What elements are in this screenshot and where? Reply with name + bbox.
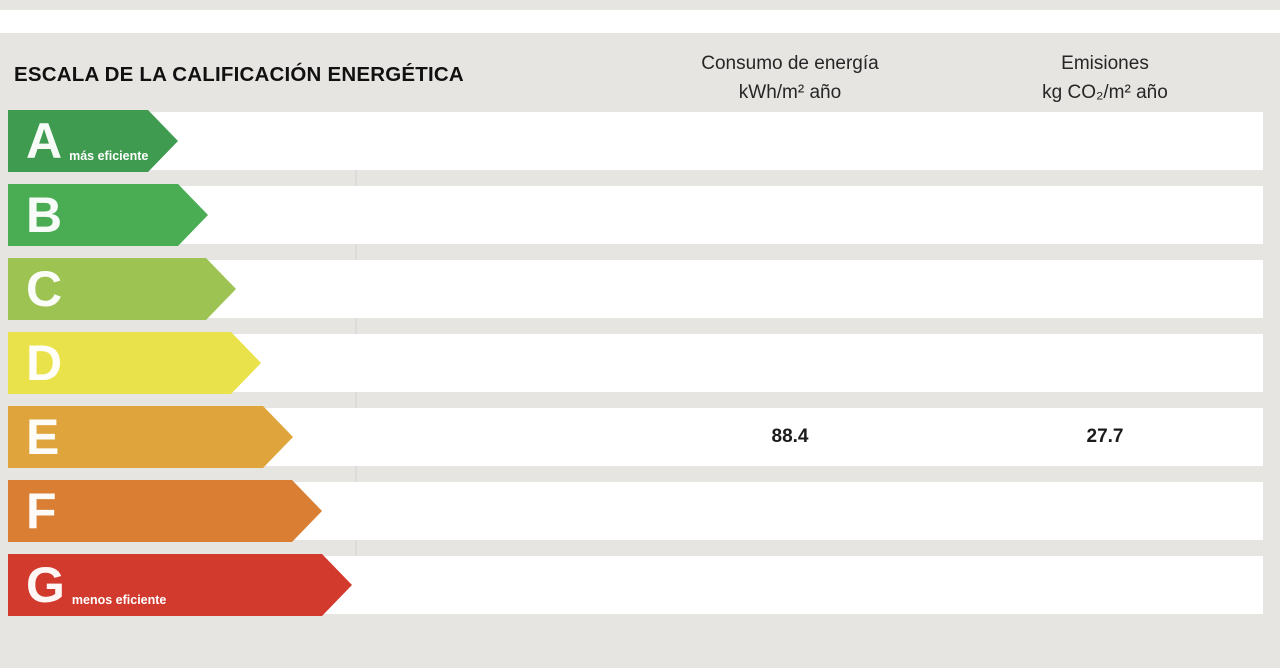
- grade-letter: D: [26, 335, 63, 391]
- grade-letter: F: [26, 483, 57, 539]
- grade-arrow-e: E: [8, 406, 293, 468]
- rating-row-e: E 88.4 27.7: [8, 408, 1263, 466]
- consumo-value: [640, 482, 940, 540]
- top-white-strip: [0, 10, 1280, 33]
- consumo-value: [640, 334, 940, 392]
- grade-arrow-f: F: [8, 480, 322, 542]
- grade-arrow-b: B: [8, 184, 208, 246]
- efficiency-note-least: menos eficiente: [71, 593, 167, 607]
- rating-row-c: C: [8, 260, 1263, 318]
- scale-title: ESCALA DE LA CALIFICACIÓN ENERGÉTICA: [14, 63, 464, 86]
- rating-rows: A más eficiente B C: [8, 112, 1263, 614]
- column-header-consumo: Consumo de energía kWh/m² año: [640, 49, 940, 107]
- emisiones-header-line2: kg CO₂/m² año: [1042, 82, 1168, 103]
- consumo-value: [640, 186, 940, 244]
- top-gray-strip: [0, 0, 1280, 10]
- efficiency-note-most: más eficiente: [69, 149, 149, 163]
- grade-letter: B: [26, 187, 63, 243]
- grade-arrow-c: C: [8, 258, 236, 320]
- consumo-value: [640, 112, 940, 170]
- grade-letter: A: [26, 113, 63, 169]
- consumo-value: [640, 556, 940, 614]
- rating-row-b: B: [8, 186, 1263, 244]
- rating-row-f: F: [8, 482, 1263, 540]
- rating-panel: ESCALA DE LA CALIFICACIÓN ENERGÉTICA Con…: [0, 33, 1280, 668]
- emisiones-value: [955, 186, 1255, 244]
- grade-arrow-g: G menos eficiente: [8, 554, 352, 616]
- emisiones-value: [955, 112, 1255, 170]
- grade-letter: C: [26, 261, 63, 317]
- rating-row-d: D: [8, 334, 1263, 392]
- emisiones-value-e: 27.7: [1086, 426, 1124, 447]
- consumo-value-e: 88.4: [771, 426, 809, 447]
- rating-row-a: A más eficiente: [8, 112, 1263, 170]
- consumo-header-line1: Consumo de energía: [701, 53, 879, 74]
- grade-arrow-d: D: [8, 332, 261, 394]
- rating-row-g: G menos eficiente: [8, 556, 1263, 614]
- consumo-header-line2: kWh/m² año: [738, 82, 842, 103]
- emisiones-header-line1: Emisiones: [1061, 53, 1149, 74]
- column-header-emisiones: Emisiones kg CO₂/m² año: [955, 49, 1255, 107]
- grade-arrow-a: A más eficiente: [8, 110, 178, 172]
- emisiones-value: [955, 334, 1255, 392]
- emisiones-value: [955, 260, 1255, 318]
- consumo-value: [640, 260, 940, 318]
- emisiones-value: [955, 556, 1255, 614]
- emisiones-value: [955, 482, 1255, 540]
- grade-letter: G: [26, 557, 65, 613]
- grade-letter: E: [26, 409, 60, 465]
